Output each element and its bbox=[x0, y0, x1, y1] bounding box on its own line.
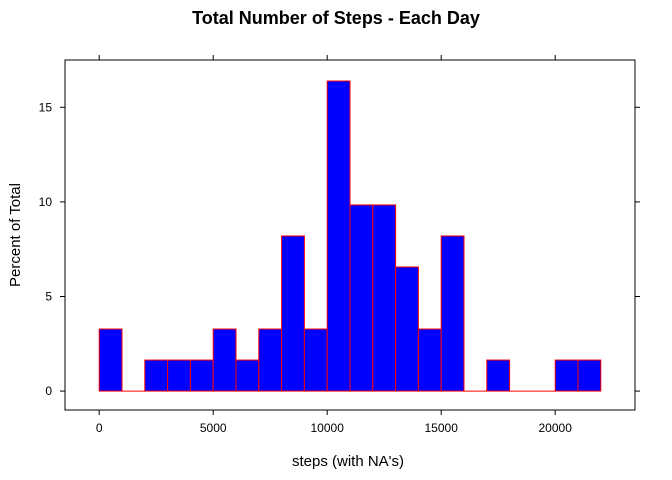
x-tick-label: 15000 bbox=[425, 421, 459, 435]
x-tick-label: 5000 bbox=[200, 421, 227, 435]
y-tick-label: 10 bbox=[39, 195, 53, 209]
histogram-bar bbox=[144, 359, 169, 392]
y-tick-label: 0 bbox=[45, 384, 52, 398]
y-tick-label: 15 bbox=[39, 100, 53, 114]
histogram-bar bbox=[440, 235, 465, 392]
x-tick-label: 20000 bbox=[539, 421, 573, 435]
x-axis: 0 5000 10000 15000 20000 bbox=[96, 55, 572, 435]
histogram-bar bbox=[554, 359, 579, 392]
histogram-bar bbox=[303, 328, 328, 392]
histogram-bar bbox=[349, 204, 374, 392]
y-tick-label: 5 bbox=[45, 289, 52, 303]
histogram-bar bbox=[417, 328, 442, 392]
y-axis-title: Percent of Total bbox=[7, 183, 24, 287]
histogram-bar bbox=[486, 359, 511, 392]
histogram-bar bbox=[258, 328, 283, 392]
histogram-bar bbox=[395, 266, 419, 392]
x-tick-label: 10000 bbox=[311, 421, 345, 435]
y-axis: 0 5 10 15 bbox=[39, 100, 640, 398]
histogram-bar bbox=[212, 328, 237, 392]
chart-title: Total Number of Steps - Each Day bbox=[192, 8, 480, 28]
histogram-bar bbox=[189, 359, 214, 392]
histogram-bar bbox=[372, 204, 397, 392]
histogram-bar bbox=[577, 359, 602, 392]
histogram-bar bbox=[235, 359, 260, 392]
bars-group bbox=[98, 80, 602, 392]
plot-frame bbox=[64, 59, 636, 411]
histogram-bar bbox=[326, 80, 351, 392]
histogram-bar bbox=[167, 359, 191, 392]
x-axis-title: steps (with NA's) bbox=[292, 453, 404, 470]
histogram-bar bbox=[98, 328, 123, 392]
x-tick-label: 0 bbox=[96, 421, 103, 435]
histogram-bar bbox=[281, 235, 305, 392]
